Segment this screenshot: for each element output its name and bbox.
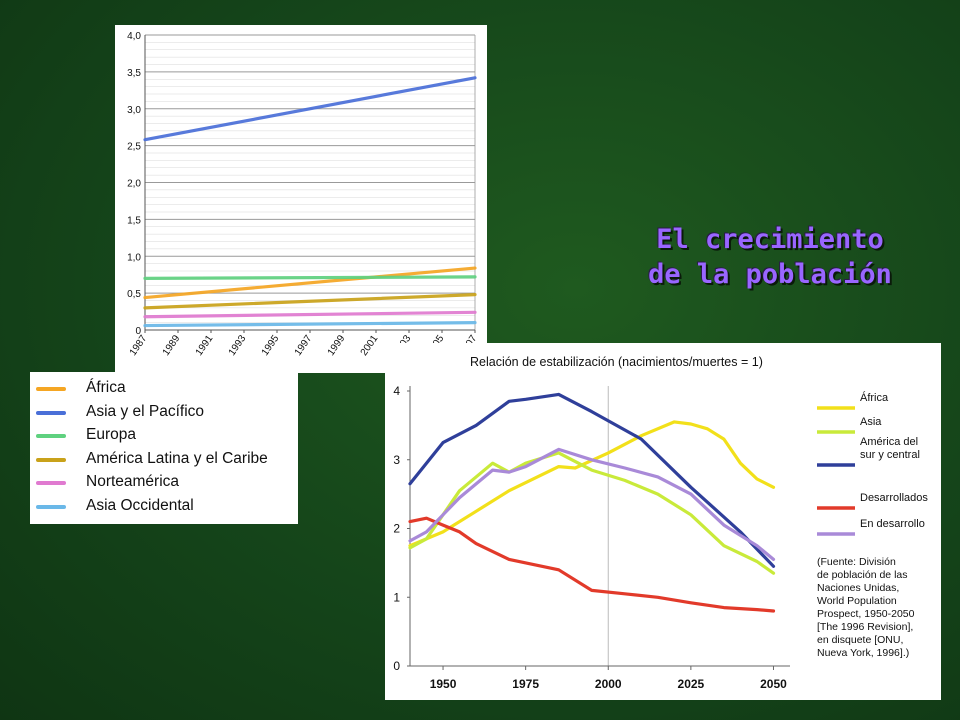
legend-label: Europa: [86, 426, 136, 443]
legend-swatch: [36, 434, 66, 438]
legend-item: Europa: [30, 425, 298, 447]
legend-label: América del: [860, 436, 918, 448]
legend-label: Norteamérica: [86, 473, 180, 490]
y-tick-label: 1,5: [127, 215, 141, 226]
y-tick-label: 3: [393, 453, 400, 467]
legend-label: Asia Occidental: [86, 496, 194, 514]
x-tick-label: 2025: [678, 677, 705, 691]
y-tick-label: 0: [135, 326, 141, 337]
x-tick-label: 1991: [194, 333, 216, 358]
growth-chart-legend: África Asia y el Pacífico Europa América La…: [30, 372, 298, 524]
legend-item: En desarrollo: [817, 518, 925, 536]
legend-item: América Latina y el Caribe: [30, 449, 298, 471]
y-tick-label: 2,5: [127, 142, 141, 153]
x-tick-label: 1987: [128, 333, 150, 358]
series-line: [408, 420, 776, 548]
chart-title: Relación de estabilización (nacimientos/…: [470, 355, 763, 369]
legend-label: África: [860, 391, 889, 404]
x-tick-label: 1999: [326, 333, 348, 358]
x-tick-label: 2050: [760, 677, 787, 691]
source-note-line: (Fuente: División: [817, 556, 896, 568]
stabilization-chart: Relación de estabilización (nacimientos/…: [393, 355, 928, 691]
y-tick-label: 0: [393, 659, 400, 673]
y-tick-label: 3,0: [127, 105, 141, 116]
legend-item: Desarrollados: [817, 492, 928, 510]
legend-item: Norteamérica: [30, 472, 298, 494]
y-tick-label: 4: [393, 384, 400, 398]
growth-chart-panel: 0 0,5 1,0 1,5 2,0 2,5 3,0 3,5 4,0 1987 1989 1991 199…: [115, 25, 487, 373]
slide-title-line2: de la población: [648, 259, 892, 290]
x-tick-label: 1995: [260, 333, 282, 358]
legend-label: En desarrollo: [860, 518, 925, 530]
legend-item: Asia: [817, 416, 882, 434]
growth-chart: 0 0,5 1,0 1,5 2,0 2,5 3,0 3,5 4,0 1987 1989 1991 199…: [127, 31, 480, 358]
legend-label: Desarrollados: [860, 492, 928, 504]
legend-swatch: [36, 457, 66, 462]
series-line: [143, 76, 477, 142]
x-tick-label: 1997: [293, 333, 315, 358]
y-tick-label: 2: [393, 522, 400, 536]
slide-title: El crecimiento de la población: [600, 222, 940, 292]
source-note-line: [The 1996 Revision],: [817, 621, 913, 633]
legend-label: sur y central: [860, 449, 920, 461]
source-note-line: Nueva York, 1996].): [817, 647, 909, 659]
legend-label: Asia: [860, 416, 882, 428]
source-note-line: Naciones Unidas,: [817, 582, 899, 594]
source-note-line: de población de las: [817, 569, 908, 581]
legend-swatch: [36, 387, 66, 391]
legend-item: África: [817, 391, 889, 410]
y-tick-label: 3,5: [127, 68, 141, 79]
series-line: [143, 293, 477, 310]
x-tick-label: 1950: [430, 677, 457, 691]
x-tick-label: 2000: [595, 677, 622, 691]
series-line: [408, 516, 776, 613]
y-tick-label: 0,5: [127, 289, 141, 300]
series-line: [143, 321, 477, 328]
y-tick-label: 2,0: [127, 179, 141, 190]
series-line: [143, 266, 477, 300]
series-line: [143, 275, 477, 280]
source-note-line: Prospect, 1950-2050: [817, 608, 915, 620]
legend-swatch: [36, 410, 66, 415]
legend-label: América Latina y el Caribe: [86, 449, 268, 467]
legend-item: Asia Occidental: [30, 496, 298, 518]
legend-swatch: [36, 504, 66, 509]
legend-label: Asia y el Pacífico: [86, 402, 205, 420]
x-tick-label: 1989: [161, 333, 183, 358]
legend-item: África: [30, 378, 298, 400]
x-tick-label: 1993: [227, 333, 249, 358]
source-note-line: World Population: [817, 595, 897, 607]
series-line: [408, 447, 776, 561]
source-note-line: en disquete [ONU,: [817, 634, 903, 646]
x-tick-label: 1975: [512, 677, 539, 691]
stabilization-chart-panel: Relación de estabilización (nacimientos/…: [385, 343, 941, 700]
y-tick-label: 1: [393, 590, 400, 604]
legend-swatch: [36, 481, 66, 485]
y-tick-label: 1,0: [127, 252, 141, 263]
series-line: [143, 310, 477, 319]
series-line: [408, 392, 776, 568]
y-tick-label: 4,0: [127, 31, 141, 42]
x-tick-label: 2001: [359, 333, 381, 358]
legend-item: Asia y el Pacífico: [30, 402, 298, 424]
slide-title-line1: El crecimiento: [656, 224, 884, 255]
legend-label: África: [86, 379, 126, 396]
